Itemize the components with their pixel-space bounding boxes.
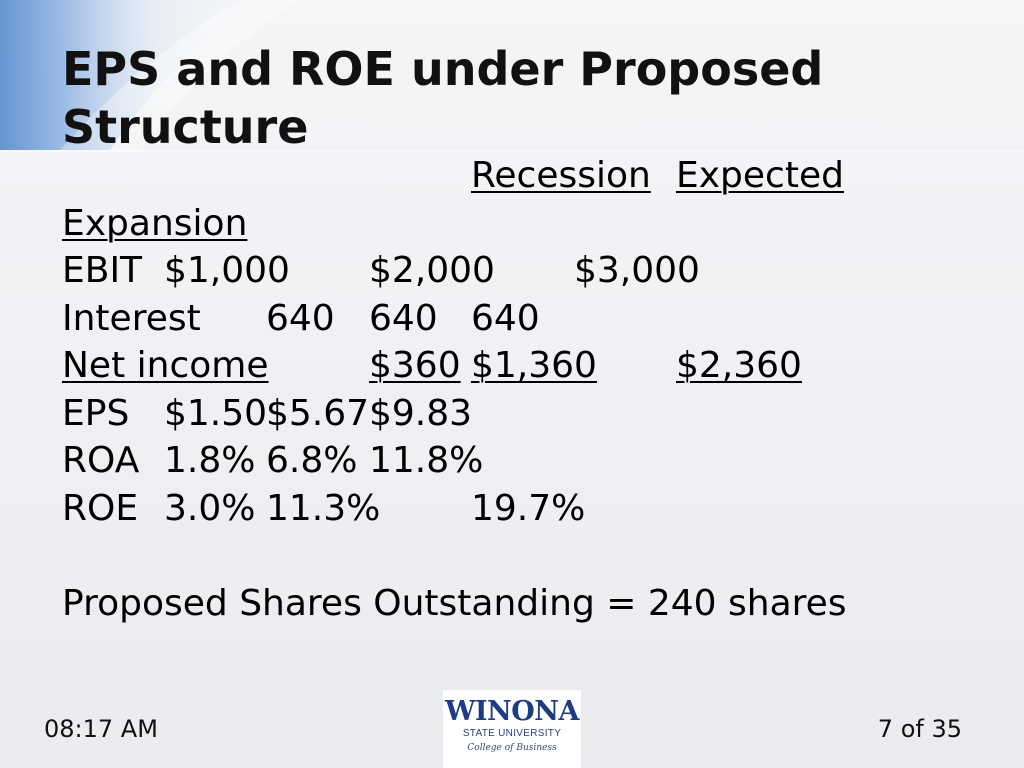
ebit-expected: $2,000 xyxy=(369,250,495,291)
logo-subtitle: STATE UNIVERSITY xyxy=(462,728,562,739)
roa-recession: 1.8% xyxy=(164,440,256,481)
header-expansion: Expansion xyxy=(62,202,248,244)
logo-college: College of Business xyxy=(467,743,557,753)
roe-expected: 11.3% xyxy=(266,487,381,529)
label-roe: ROE xyxy=(62,487,139,529)
header-expected: Expected xyxy=(676,155,844,196)
ebit-expansion: $3,000 xyxy=(574,250,700,291)
row-roa: ROA 1.8% 6.8% 11.8% xyxy=(62,437,992,485)
roa-expansion: 11.8% xyxy=(369,440,484,481)
label-net-income: Net income xyxy=(62,345,269,386)
interest-recession: 640 xyxy=(266,297,335,339)
header-recession: Recession xyxy=(471,155,651,196)
row-roe: ROE 3.0% 11.3% 19.7% xyxy=(62,485,992,533)
label-interest: Interest xyxy=(62,297,201,339)
row-ebit: EBIT $1,000 $2,000 $3,000 xyxy=(62,247,992,295)
shares-note: Proposed Shares Outstanding = 240 shares xyxy=(62,582,847,624)
footer-time: 08:17 AM xyxy=(44,715,158,743)
roe-expansion: 19.7% xyxy=(471,487,586,529)
label-roa: ROA xyxy=(62,440,140,481)
header-row-wrap: Expansion xyxy=(62,200,992,248)
background-swoosh xyxy=(0,0,1024,170)
header-row: Recession Expected xyxy=(62,152,992,200)
page-number: 7 of 35 xyxy=(877,715,962,743)
slide-content: Recession Expected Expansion EBIT $1,000… xyxy=(62,152,992,627)
label-eps: EPS xyxy=(62,392,130,434)
interest-expansion: 640 xyxy=(471,297,540,339)
row-note: Proposed Shares Outstanding = 240 shares xyxy=(62,580,992,628)
net-income-expansion: $2,360 xyxy=(676,345,802,386)
roa-expected: 6.8% xyxy=(266,440,358,481)
net-income-recession: $360 xyxy=(369,345,461,386)
eps-expected: $5.67 xyxy=(266,392,370,434)
interest-expected: 640 xyxy=(369,297,438,339)
blank-row xyxy=(62,532,992,580)
ebit-recession: $1,000 xyxy=(164,250,290,291)
row-net-income: Net income $360 $1,360 $2,360 xyxy=(62,342,992,390)
roe-recession: 3.0% xyxy=(164,487,256,529)
university-logo: WINONA STATE UNIVERSITY College of Busin… xyxy=(443,690,581,768)
row-eps: EPS $1.50 $5.67 $9.83 xyxy=(62,390,992,438)
net-income-expected: $1,360 xyxy=(471,345,597,386)
logo-name: WINONA xyxy=(445,696,579,727)
slide-title: EPS and ROE under Proposed Structure xyxy=(62,42,824,154)
eps-expansion: $9.83 xyxy=(369,392,473,434)
eps-recession: $1.50 xyxy=(164,392,268,434)
row-interest: Interest 640 640 640 xyxy=(62,295,992,343)
label-ebit: EBIT xyxy=(62,250,143,291)
